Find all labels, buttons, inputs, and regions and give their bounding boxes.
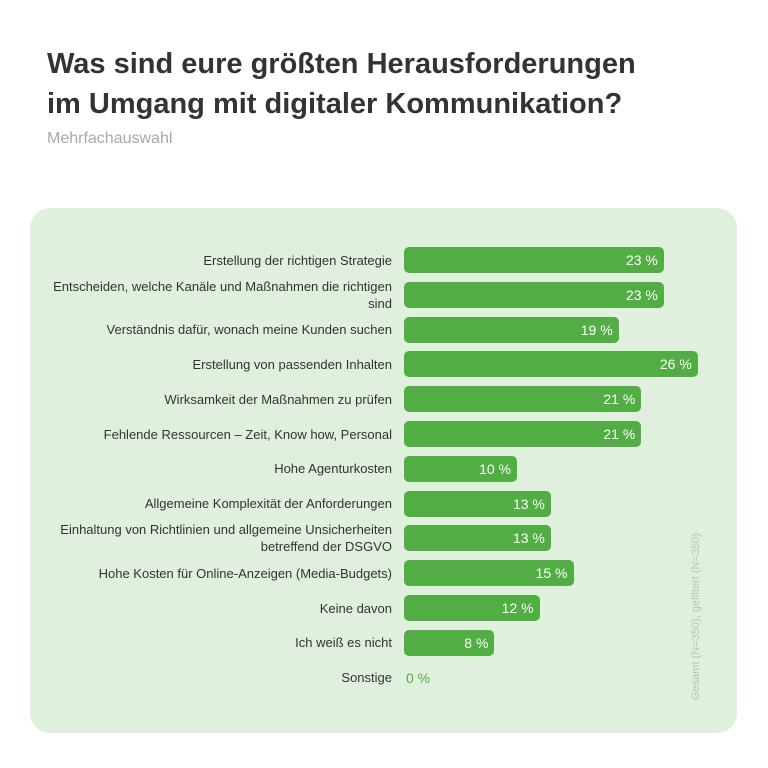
bar [404, 595, 540, 621]
value-label: 0 % [406, 669, 431, 686]
category-label: Einhaltung von Richtlinien und allgemein… [60, 522, 392, 555]
value-label: 23 % [625, 286, 658, 303]
category-label: Wirksamkeit der Maßnahmen zu prüfen [164, 391, 392, 407]
bar-row: Ich weiß es nicht 8 % [30, 628, 737, 658]
value-label: 19 % [580, 321, 613, 338]
bar [404, 560, 574, 587]
chart-subtitle: Mehrfachauswahl [47, 130, 173, 147]
bar-row: Sonstige 0 % [30, 663, 737, 693]
bar-row: Entscheiden, welche Kanäle und Maßnahmen… [30, 278, 737, 311]
title-line-2: im Umgang mit digitaler Kommunikation? [47, 88, 623, 120]
category-label: Verständnis dafür, wonach meine Kunden s… [106, 322, 392, 338]
bar [404, 490, 551, 517]
category-label: Hohe Kosten für Online-Anzeigen (Media-B… [98, 565, 392, 581]
bar [404, 351, 698, 378]
value-label: 23 % [625, 252, 658, 268]
bar [404, 629, 495, 656]
bar-row: Erstellung von passenden Inhalten 26 % [30, 349, 737, 379]
title-line-1: Was sind eure größten Herausforderungen [47, 48, 636, 80]
bar-row: Fehlende Ressourcen – Zeit, Know how, Pe… [30, 419, 737, 449]
bar [404, 281, 664, 308]
sample-note: Gesamt (N=350), gefiltert (N=350) [690, 533, 702, 700]
bar-row: Allgemeine Komplexität der Anforderungen… [30, 489, 737, 519]
bar [404, 386, 642, 413]
value-label: 13 % [512, 495, 545, 512]
chart-title: Was sind eure größten Herausforderungen i… [47, 44, 636, 124]
category-label: Erstellung der richtigen Strategie [203, 252, 392, 268]
value-label: 12 % [501, 600, 534, 616]
bar-row: Erstellung der richtigen Strategie 23 % [30, 245, 737, 275]
bar [404, 525, 551, 552]
bar-row: Verständnis dafür, wonach meine Kunden s… [30, 315, 737, 345]
value-label: 26 % [659, 356, 692, 373]
bar [404, 455, 517, 482]
category-label: Hohe Agenturkosten [274, 461, 392, 477]
value-label: 21 % [603, 391, 636, 408]
category-label: Sonstige [341, 670, 392, 686]
bar [404, 316, 619, 343]
bar-row: Wirksamkeit der Maßnahmen zu prüfen 21 % [30, 384, 737, 414]
category-label: Ich weiß es nicht [295, 635, 392, 651]
category-label: Keine davon [319, 600, 392, 616]
bar-row: Hohe Kosten für Online-Anzeigen (Media-B… [30, 558, 737, 588]
bar-row: Hohe Agenturkosten 10 % [30, 454, 737, 484]
value-label: 21 % [603, 426, 636, 442]
category-label: Fehlende Ressourcen – Zeit, Know how, Pe… [103, 426, 392, 442]
category-label: Entscheiden, welche Kanäle und Maßnahmen… [53, 278, 392, 311]
value-label: 15 % [535, 565, 568, 582]
value-label: 10 % [479, 460, 511, 477]
bar [404, 247, 664, 273]
chart-panel: Erstellung der richtigen Strategie 23 % En… [30, 208, 737, 733]
bar [404, 421, 642, 447]
value-label: 13 % [512, 530, 545, 547]
value-label: 8 % [464, 634, 489, 651]
bar-row: Keine davon 12 % [30, 593, 737, 623]
category-label: Erstellung von passenden Inhalten [192, 356, 392, 372]
category-label: Allgemeine Komplexität der Anforderungen [144, 496, 392, 512]
bar-row: Einhaltung von Richtlinien und allgemein… [30, 522, 737, 555]
